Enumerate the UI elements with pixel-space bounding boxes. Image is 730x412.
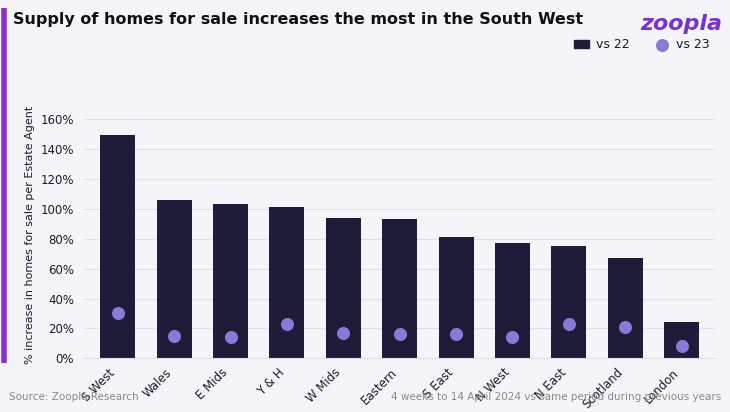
Text: Source: Zoopla Research: Source: Zoopla Research <box>9 392 139 402</box>
Point <box>169 332 180 339</box>
Point <box>619 324 631 330</box>
Point <box>394 331 406 338</box>
Bar <box>383 219 417 358</box>
Point <box>337 330 349 336</box>
Bar <box>551 246 586 358</box>
Point <box>450 331 462 338</box>
Point <box>507 334 518 341</box>
Bar <box>439 237 474 358</box>
Text: 4 weeks to 14 April 2024 vs same period during previous years: 4 weeks to 14 April 2024 vs same period … <box>391 392 721 402</box>
Bar <box>326 218 361 358</box>
Bar <box>495 243 530 358</box>
Bar <box>607 258 642 358</box>
Legend: vs 22, vs 23: vs 22, vs 23 <box>575 38 709 52</box>
Point <box>225 334 237 341</box>
Text: Supply of homes for sale increases the most in the South West: Supply of homes for sale increases the m… <box>13 12 583 27</box>
Bar <box>213 204 248 358</box>
Point <box>676 343 688 350</box>
Bar <box>100 135 135 358</box>
Text: zoopla: zoopla <box>641 14 723 35</box>
Bar <box>157 200 192 358</box>
Point <box>563 321 575 327</box>
Point <box>112 310 123 317</box>
Point <box>281 321 293 327</box>
Y-axis label: % increase in homes for sale per Estate Agent: % increase in homes for sale per Estate … <box>25 106 35 364</box>
Bar <box>664 323 699 358</box>
Bar <box>269 207 304 358</box>
